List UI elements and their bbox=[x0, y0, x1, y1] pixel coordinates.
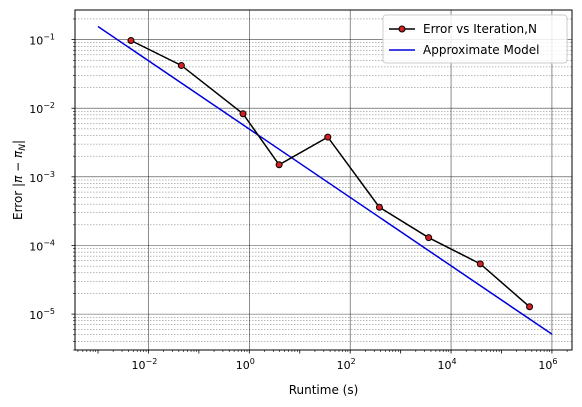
error-series-point bbox=[128, 38, 134, 44]
y-axis-label-math: |π − π bbox=[11, 150, 25, 187]
legend-label-model-series: Approximate Model bbox=[423, 43, 540, 57]
legend: Error vs Iteration,N Approximate Model bbox=[383, 15, 567, 63]
error-series-point bbox=[240, 111, 246, 117]
error-series-point bbox=[178, 62, 184, 68]
legend-label-error-series: Error vs Iteration,N bbox=[423, 22, 537, 36]
y-axis-label-prefix: Error bbox=[11, 187, 25, 220]
error-series-point bbox=[426, 235, 432, 241]
y-axis-label-suffix: | bbox=[11, 140, 25, 144]
error-series-point bbox=[325, 134, 331, 140]
legend-marker-error-series bbox=[399, 26, 405, 32]
error-series-point bbox=[376, 204, 382, 210]
error-series-point bbox=[276, 162, 282, 168]
error-series-point bbox=[527, 304, 533, 310]
error-series-point bbox=[477, 261, 483, 267]
x-axis-label: Runtime (s) bbox=[289, 383, 359, 397]
